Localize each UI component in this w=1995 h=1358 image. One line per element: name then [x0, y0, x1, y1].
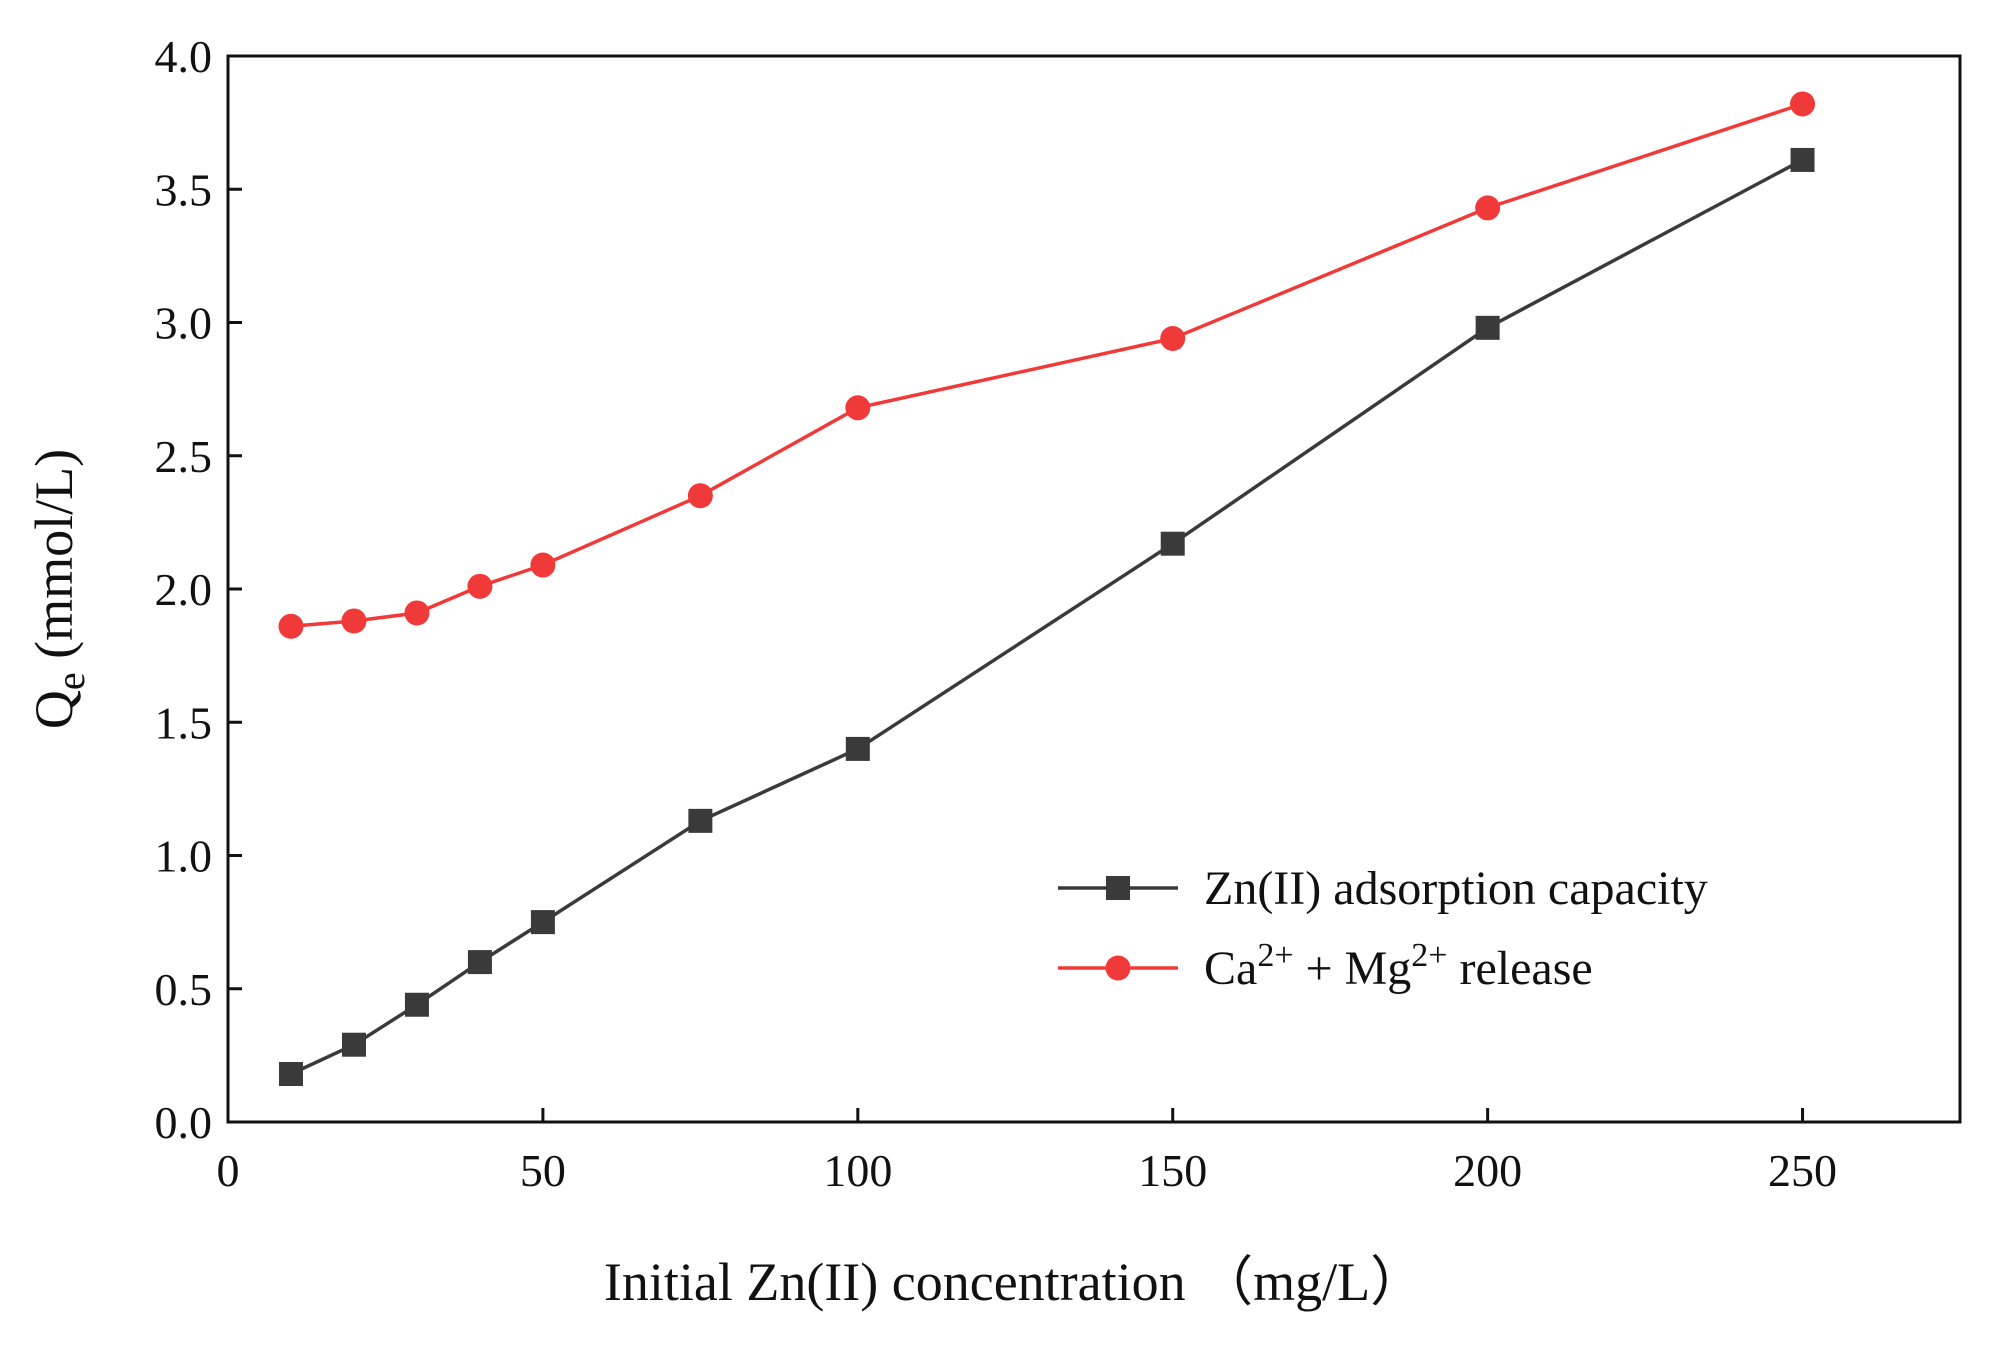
- x-tick-label: 100: [823, 1145, 892, 1196]
- y-axis-title-main: Q: [24, 690, 84, 729]
- y-tick-label: 0.0: [155, 1097, 213, 1148]
- data-point: [341, 1032, 366, 1057]
- data-point: [404, 600, 430, 626]
- legend-label-part: Ca: [1204, 942, 1257, 995]
- data-point: [278, 613, 304, 639]
- series-1: [278, 147, 1815, 1087]
- y-tick-label: 1.5: [155, 697, 213, 748]
- legend-label: Ca2+ + Mg2+ release: [1204, 937, 1593, 995]
- y-tick-label: 3.0: [155, 298, 213, 349]
- data-point: [845, 395, 871, 421]
- series-2: [278, 91, 1816, 639]
- data-point: [845, 736, 870, 761]
- data-point: [1475, 195, 1501, 221]
- data-point: [1790, 147, 1815, 172]
- legend-label: Zn(II) adsorption capacity: [1204, 862, 1708, 915]
- x-tick-label: 250: [1768, 1145, 1837, 1196]
- legend-label-part: Zn(II) adsorption capacity: [1204, 862, 1708, 915]
- data-point: [1160, 325, 1186, 351]
- series-line: [290, 102, 1804, 629]
- legend-label-part: release: [1447, 942, 1592, 995]
- x-tick-label: 0: [217, 1145, 240, 1196]
- x-axis-title: Initial Zn(II) concentration （mg/L）: [604, 1252, 1424, 1312]
- data-point: [1160, 531, 1185, 556]
- legend-item-1: Zn(II) adsorption capacity: [1058, 862, 1708, 915]
- data-point: [341, 608, 367, 634]
- y-tick-label: 2.5: [155, 431, 213, 482]
- y-tick-label: 4.0: [155, 31, 213, 82]
- data-point: [1475, 315, 1500, 340]
- data-point: [530, 910, 555, 935]
- data-point: [467, 573, 493, 599]
- data-point: [404, 992, 429, 1017]
- legend-label-superscript: 2+: [1257, 937, 1293, 974]
- data-point: [278, 1062, 303, 1087]
- legend-marker-square: [1106, 876, 1130, 900]
- x-tick-label: 50: [520, 1145, 566, 1196]
- x-tick-label: 200: [1453, 1145, 1522, 1196]
- y-tick-label: 3.5: [155, 164, 213, 215]
- legend-label-part: + Mg: [1294, 942, 1412, 995]
- data-point: [687, 483, 713, 509]
- data-point: [467, 950, 492, 975]
- y-tick-label: 1.0: [155, 831, 213, 882]
- data-point: [1790, 91, 1816, 117]
- data-point: [530, 552, 556, 578]
- y-tick-label: 2.0: [155, 564, 213, 615]
- legend-marker-circle: [1105, 955, 1131, 981]
- y-tick-label: 0.5: [155, 964, 213, 1015]
- y-axis-title: Qe (mmol/L): [24, 449, 93, 729]
- legend-item-2: Ca2+ + Mg2+ release: [1058, 937, 1593, 995]
- y-axis-title-sub: e: [48, 672, 93, 690]
- series-layer: [278, 91, 1816, 1087]
- series-line: [290, 158, 1804, 1076]
- y-axis-title-rest: (mmol/L): [24, 449, 84, 672]
- legend-label-superscript: 2+: [1411, 937, 1447, 974]
- x-tick-label: 150: [1138, 1145, 1207, 1196]
- data-point: [688, 808, 713, 833]
- axes: 0 50 100 150 200 250 0.0 0.5 1.0 1.5 2.0 2.5 3.0 3.5 4…: [155, 31, 1962, 1196]
